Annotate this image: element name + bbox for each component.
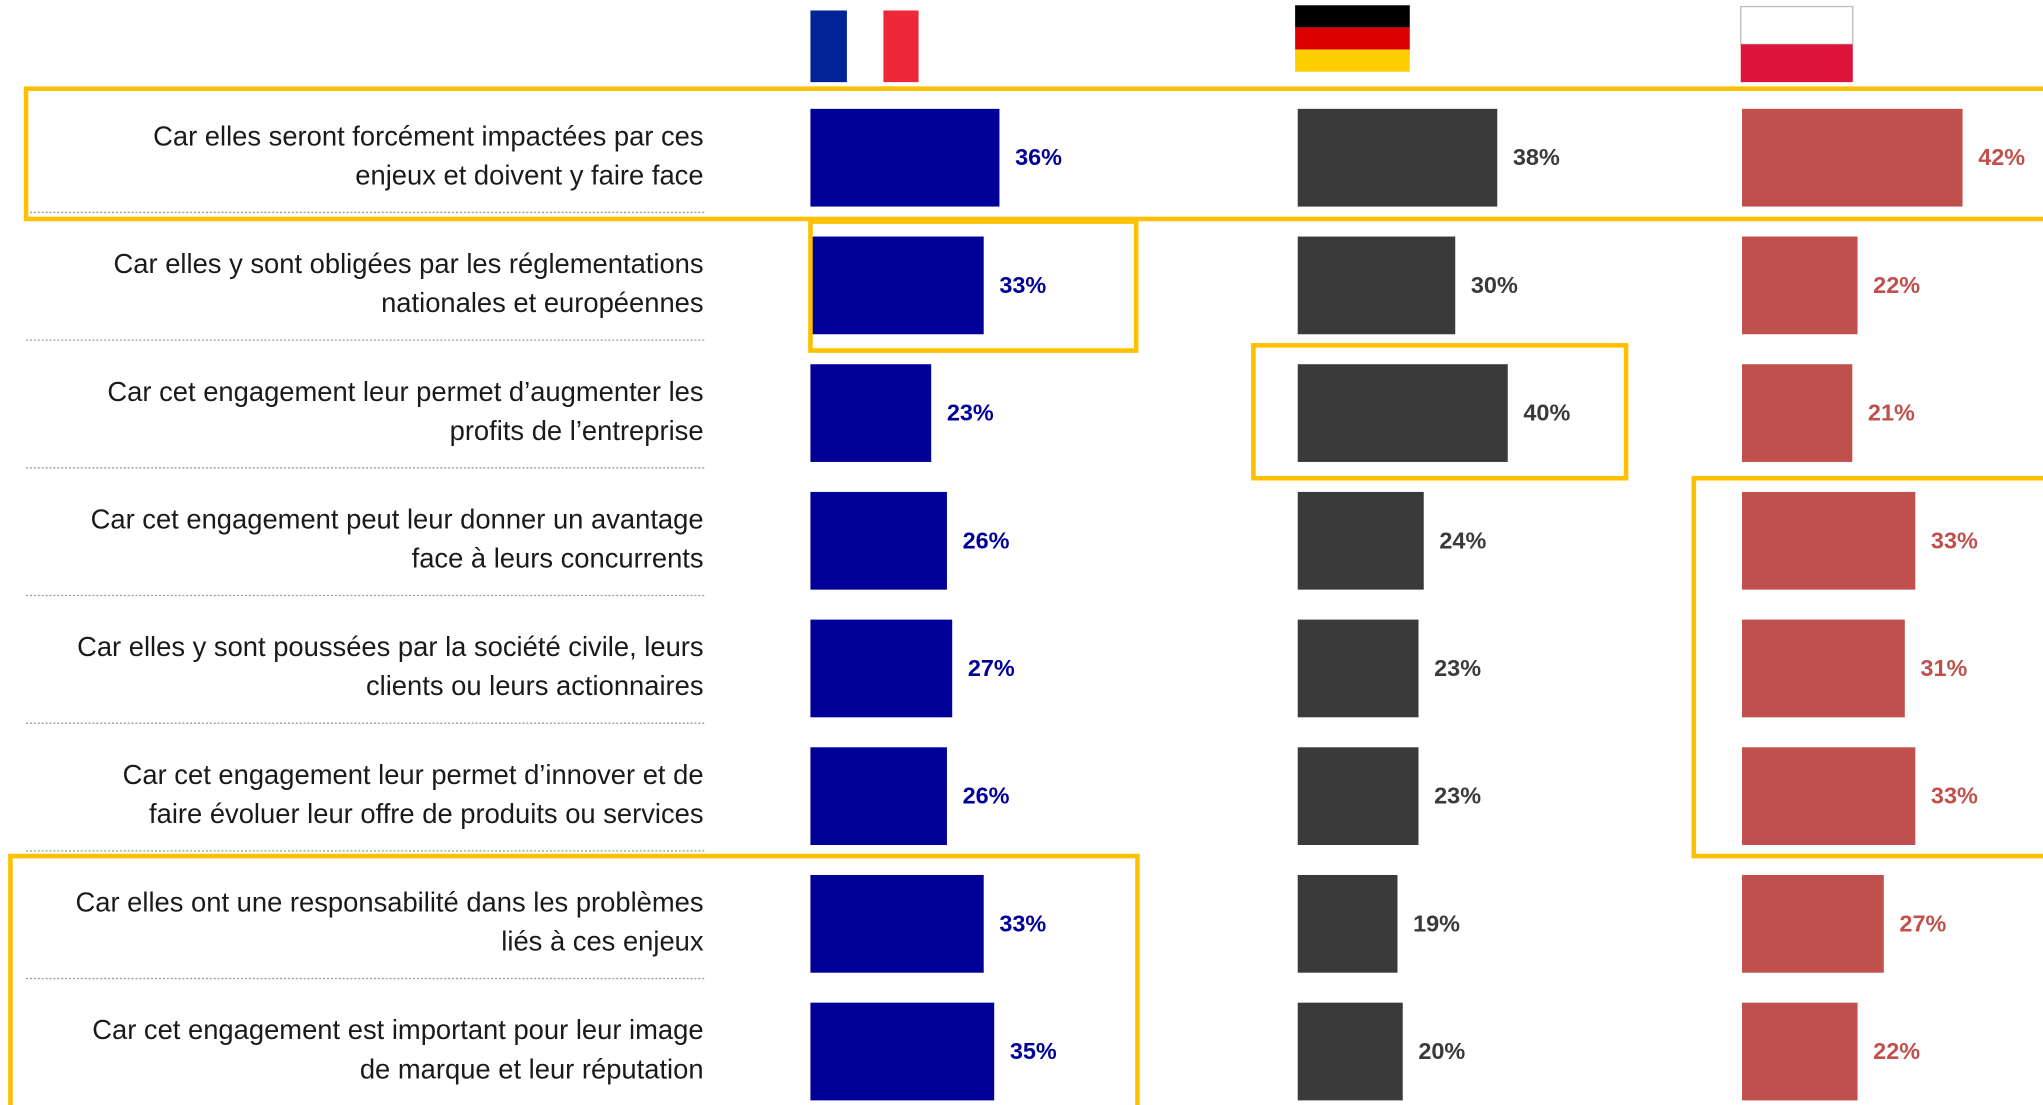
value-label: 31% [1920, 655, 1967, 681]
category-label: Car elles y sont poussées par la société… [77, 631, 704, 662]
value-label: 35% [1010, 1038, 1057, 1064]
category-label: clients ou leurs actionnaires [366, 670, 704, 701]
value-label: 33% [1931, 527, 1978, 553]
bar [1742, 619, 1905, 718]
category-label: profits de l’entreprise [450, 415, 704, 446]
bar [1297, 236, 1456, 335]
bar [1297, 619, 1419, 718]
value-label: 30% [1471, 272, 1518, 298]
bar [810, 236, 984, 335]
bar [1297, 874, 1398, 973]
category-label: Car elles seront forcément impactées par… [153, 120, 703, 151]
value-label: 23% [1434, 655, 1481, 681]
highlight-box [1691, 475, 2043, 859]
bar [1297, 747, 1419, 846]
flag-poland [1740, 5, 1854, 83]
value-label: 40% [1523, 400, 1570, 426]
category-label: de marque et leur réputation [360, 1053, 704, 1084]
bar [1297, 491, 1424, 590]
bar [1297, 1002, 1403, 1101]
highlight-box [808, 219, 1139, 353]
value-label: 22% [1873, 272, 1920, 298]
value-label: 26% [963, 783, 1010, 809]
bar [1742, 108, 1963, 207]
marks: Car elles seront forcément impactées par… [26, 108, 2025, 1101]
value-label: 27% [1899, 910, 1946, 936]
bar [810, 491, 947, 590]
bar [810, 364, 932, 462]
category-label: liés à ces enjeux [501, 926, 704, 957]
value-label: 36% [1015, 144, 1062, 170]
bar [810, 874, 984, 973]
value-label: 24% [1439, 527, 1486, 553]
value-label: 26% [963, 527, 1010, 553]
bar [1742, 491, 1916, 590]
category-label: Car cet engagement leur permet d’innover… [123, 759, 704, 790]
category-label: Car elles y sont obligées par les réglem… [114, 248, 704, 279]
value-label: 33% [1931, 783, 1978, 809]
category-label: nationales et européennes [381, 287, 703, 318]
value-label: 23% [1434, 783, 1481, 809]
category-label: face à leurs concurrents [412, 543, 704, 574]
flag-france [810, 10, 919, 83]
bar [1742, 747, 1916, 846]
value-label: 27% [968, 655, 1015, 681]
bar [1742, 236, 1858, 335]
value-label: 23% [947, 400, 994, 426]
value-label: 19% [1413, 910, 1460, 936]
value-label: 22% [1873, 1038, 1920, 1064]
highlight-box [1251, 343, 1629, 481]
bar [1742, 364, 1853, 462]
flag-germany [1295, 5, 1410, 72]
highlight-box [8, 853, 1140, 1105]
category-label: faire évoluer leur offre de produits ou … [149, 798, 704, 829]
bar [1297, 364, 1508, 462]
bar [810, 108, 1000, 207]
value-label: 38% [1513, 144, 1560, 170]
value-label: 33% [999, 910, 1046, 936]
highlights [8, 86, 2043, 1105]
bar [1297, 108, 1498, 207]
value-label: 42% [1978, 144, 2025, 170]
highlight-box [23, 86, 2043, 222]
bar [810, 747, 947, 846]
category-label: enjeux et doivent y faire face [355, 159, 703, 190]
bar [1742, 874, 1884, 973]
category-label: Car cet engagement est important pour le… [92, 1014, 703, 1045]
value-label: 20% [1418, 1038, 1465, 1064]
bar [810, 1002, 995, 1101]
category-label: Car elles ont une responsabilité dans le… [75, 887, 703, 918]
category-label: Car cet engagement leur permet d’augment… [107, 376, 703, 407]
bar [810, 619, 953, 718]
value-label: 33% [999, 272, 1046, 298]
category-label: Car cet engagement peut leur donner un a… [91, 503, 704, 534]
bar [1742, 1002, 1858, 1101]
value-label: 21% [1868, 400, 1915, 426]
